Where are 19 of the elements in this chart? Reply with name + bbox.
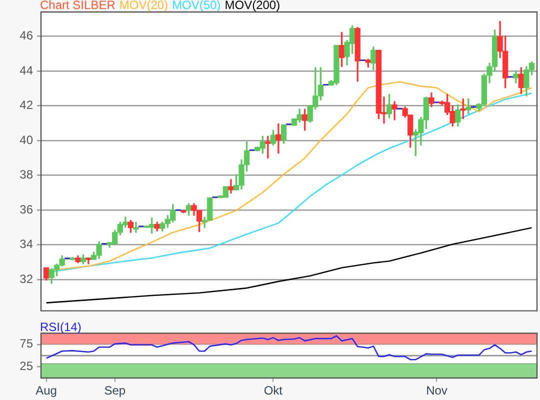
text: MOV(200)	[224, 0, 280, 12]
y-tick-label: 25	[20, 359, 34, 374]
text: MOV(50)	[172, 0, 221, 12]
x-tick-label: Aug	[36, 384, 57, 398]
y-tick-label: 38	[20, 168, 34, 182]
y-tick-label: 44	[20, 63, 34, 78]
x-tick-label: Nov	[426, 384, 448, 398]
y-tick-label: 34	[20, 237, 34, 252]
chart-title: RSI(14)	[40, 320, 82, 334]
x-tick-label: Okt	[264, 384, 284, 398]
y-tick-label: 36	[20, 202, 34, 216]
chart-title: Chart SILBER	[40, 0, 116, 12]
text: MOV(20)	[119, 0, 168, 12]
y-tick-label: 42	[20, 98, 34, 112]
x-tick-label: Sep	[104, 384, 126, 398]
y-tick-label: 46	[20, 28, 34, 43]
y-tick-label: 32	[20, 272, 34, 286]
y-tick-label: 40	[20, 132, 34, 147]
y-tick-label: 75	[20, 336, 34, 351]
